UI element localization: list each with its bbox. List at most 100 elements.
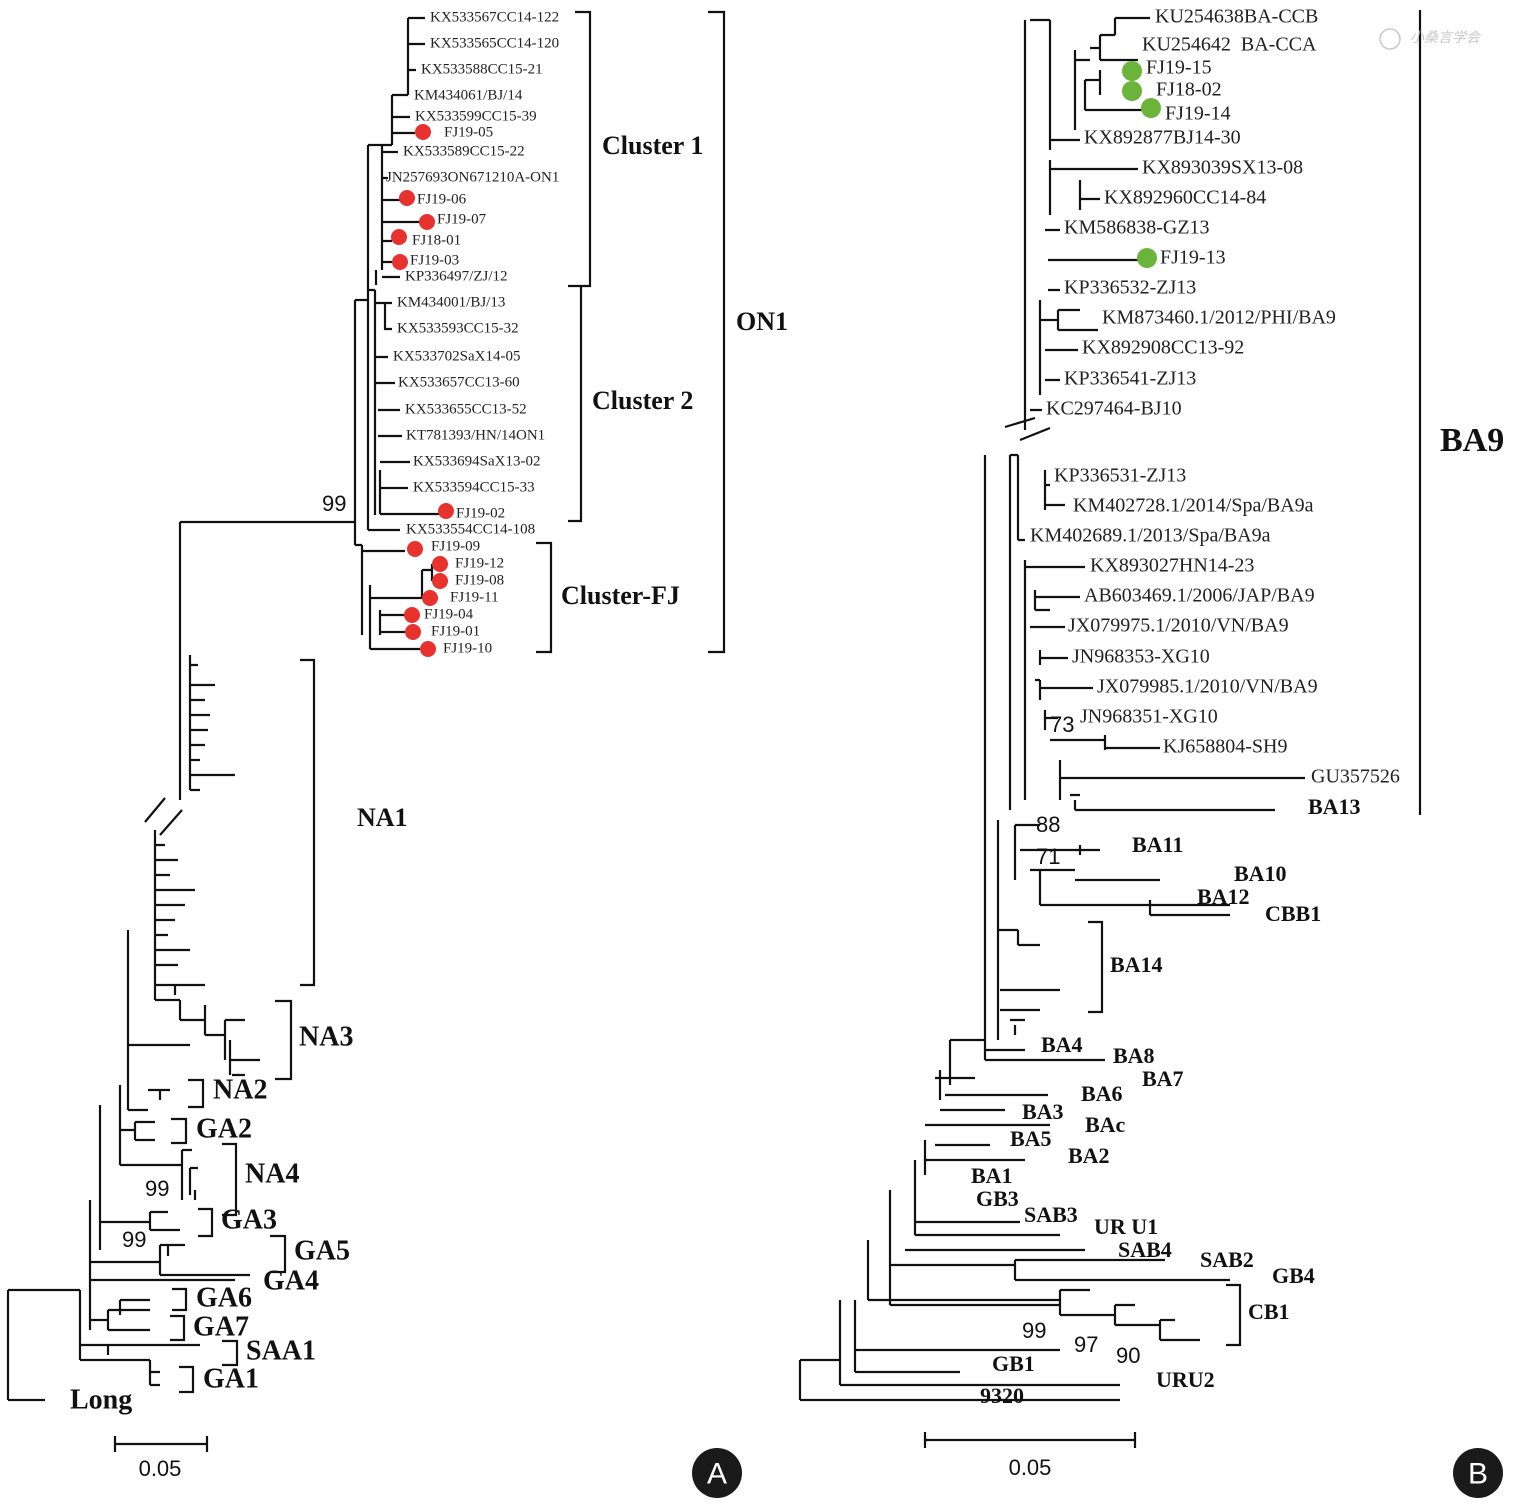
taxon-label: FJ18-01	[412, 232, 461, 248]
saa1-genotype-label: SAA1	[246, 1335, 316, 1366]
genotype-label: BA10	[1234, 861, 1287, 886]
genotype-label: GB3	[976, 1186, 1019, 1211]
fujian-strain-dot	[419, 214, 435, 230]
taxon-label: KX533694SaX13-02	[413, 453, 541, 469]
taxon-label: KX893039SX13-08	[1142, 157, 1303, 179]
fujian-strain-dot	[391, 229, 407, 245]
taxon-label: KX893027HN14-23	[1090, 555, 1254, 577]
genotype-label: BA5	[1010, 1126, 1052, 1151]
taxon-label: JN968353-XG10	[1072, 646, 1210, 668]
bootstrap-value: 97	[1074, 1332, 1098, 1357]
panel-b-scale-label: 0.05	[1009, 1455, 1052, 1480]
taxon-label: KX533554CC14-108	[406, 521, 535, 537]
genotype-label: BA14	[1110, 952, 1163, 977]
fujian-strain-dot	[432, 573, 448, 589]
taxon-label: KX533567CC14-122	[430, 9, 559, 25]
fujian-strain-dot	[392, 254, 408, 270]
taxon-label: KP336541-ZJ13	[1064, 368, 1196, 390]
fujian-strain-dot	[407, 541, 423, 557]
taxon-label: KJ658804-SH9	[1163, 736, 1287, 758]
taxon-label: FJ19-06	[417, 191, 467, 207]
taxon-label: KX533655CC13-52	[405, 401, 527, 417]
taxon-label: KM402689.1/2013/Spa/BA9a	[1030, 525, 1271, 547]
genotype-label: BA3	[1022, 1099, 1064, 1124]
na1-genotype-label: NA1	[357, 803, 408, 832]
taxon-label: KM434001/BJ/13	[397, 294, 505, 310]
taxon-label: FJ19-04	[424, 606, 474, 622]
panel-b-badge	[1453, 1448, 1503, 1498]
taxon-label: JX079975.1/2010/VN/BA9	[1068, 615, 1289, 637]
on1-genotype-label: ON1	[736, 307, 788, 336]
genotype-label: CB1	[1248, 1299, 1290, 1324]
genotype-label: SAB3	[1024, 1202, 1078, 1227]
taxon-label: KP336532-ZJ13	[1064, 277, 1196, 299]
watermark-seal-icon	[1379, 28, 1401, 50]
long-strain-label: Long	[70, 1384, 132, 1415]
taxon-label: KX892908CC13-92	[1082, 337, 1244, 359]
taxon-label: JX079985.1/2010/VN/BA9	[1097, 676, 1318, 698]
fujian-strain-dot	[415, 124, 431, 140]
panel-a-letter: A	[707, 1458, 727, 1491]
genotype-label: BA2	[1068, 1143, 1110, 1168]
genotype-label: CBB1	[1265, 901, 1321, 926]
taxon-label: FJ19-14	[1165, 103, 1231, 125]
taxon-label: KX892877BJ14-30	[1084, 127, 1241, 149]
panel-a-badge	[692, 1448, 742, 1498]
taxon-label: KC297464-BJ10	[1046, 398, 1182, 420]
fujian-strain-dot	[422, 590, 438, 606]
panel-b-tree	[798, 16, 1305, 1402]
fujian-strain-dot	[1122, 81, 1142, 101]
genotype-label: BA6	[1081, 1081, 1123, 1106]
bracket-lines	[170, 10, 726, 1394]
fujian-strain-dot	[399, 190, 415, 206]
fujian-strain-dot	[438, 503, 454, 519]
fujian-strain-dot	[432, 556, 448, 572]
panel-a-scale-bar	[113, 1436, 209, 1452]
taxon-label: FJ19-02	[456, 505, 505, 521]
taxon-label: FJ19-09	[431, 538, 480, 554]
taxon-label: KX533702SaX14-05	[393, 348, 521, 364]
bootstrap-value: 73	[1050, 712, 1074, 737]
taxon-label: FJ19-15	[1146, 57, 1212, 79]
bootstrap-value: 99	[122, 1227, 146, 1252]
taxon-label: FJ19-13	[1160, 247, 1226, 269]
ga1-genotype-label: GA1	[203, 1363, 259, 1394]
bracket-lines	[1088, 10, 1422, 1347]
panel-b-scale-bar	[923, 1432, 1137, 1448]
cluster-2-label: Cluster 2	[592, 386, 693, 415]
taxon-label: GU357526	[1311, 766, 1400, 788]
panel-a-scale-label: 0.05	[139, 1456, 182, 1481]
panel-b-taxa: KU254638BA-CCB KU254642 BA-CCA FJ19-15 F…	[1030, 6, 1400, 788]
bootstrap-value: 88	[1036, 812, 1060, 837]
taxon-label: KM873460.1/2012/PHI/BA9	[1102, 307, 1336, 329]
taxon-label: FJ18-02	[1156, 79, 1222, 101]
panel-b-branch-break	[1004, 416, 1051, 442]
taxon-label: FJ19-12	[455, 555, 504, 571]
ga6-genotype-label: GA6	[196, 1282, 252, 1313]
cluster-1-label: Cluster 1	[602, 131, 703, 160]
taxon-label: KX533588CC15-21	[421, 61, 543, 77]
taxon-label: JN968351-XG10	[1080, 706, 1218, 728]
bootstrap-value: 90	[1116, 1343, 1140, 1368]
panel-a-tree	[6, 16, 440, 1402]
taxon-label: AB603469.1/2006/JAP/BA9	[1084, 585, 1315, 607]
ga4-genotype-label: GA4	[263, 1265, 319, 1296]
watermark: 小桑言学会	[1379, 28, 1482, 50]
genotype-label: BA4	[1041, 1032, 1083, 1057]
genotype-label: 9320	[980, 1383, 1024, 1408]
taxon-label: FJ19-11	[450, 589, 499, 605]
taxon-label: FJ19-08	[455, 572, 504, 588]
na4-genotype-label: NA4	[245, 1158, 299, 1189]
genotype-label: UR U1	[1094, 1214, 1158, 1239]
genotype-label: URU2	[1156, 1367, 1215, 1392]
panel-b-branches	[798, 16, 1305, 1402]
taxon-label: FJ19-01	[431, 623, 480, 639]
genotype-label: SAB2	[1200, 1247, 1254, 1272]
genotype-label: BA13	[1308, 794, 1361, 819]
taxon-label: KU254642 BA-CCA	[1142, 34, 1317, 56]
panel-b-letter: B	[1468, 1458, 1488, 1491]
taxon-label: FJ19-07	[437, 211, 487, 227]
cluster-fj-label: Cluster-FJ	[561, 581, 680, 610]
genotype-label: BA11	[1132, 832, 1183, 857]
